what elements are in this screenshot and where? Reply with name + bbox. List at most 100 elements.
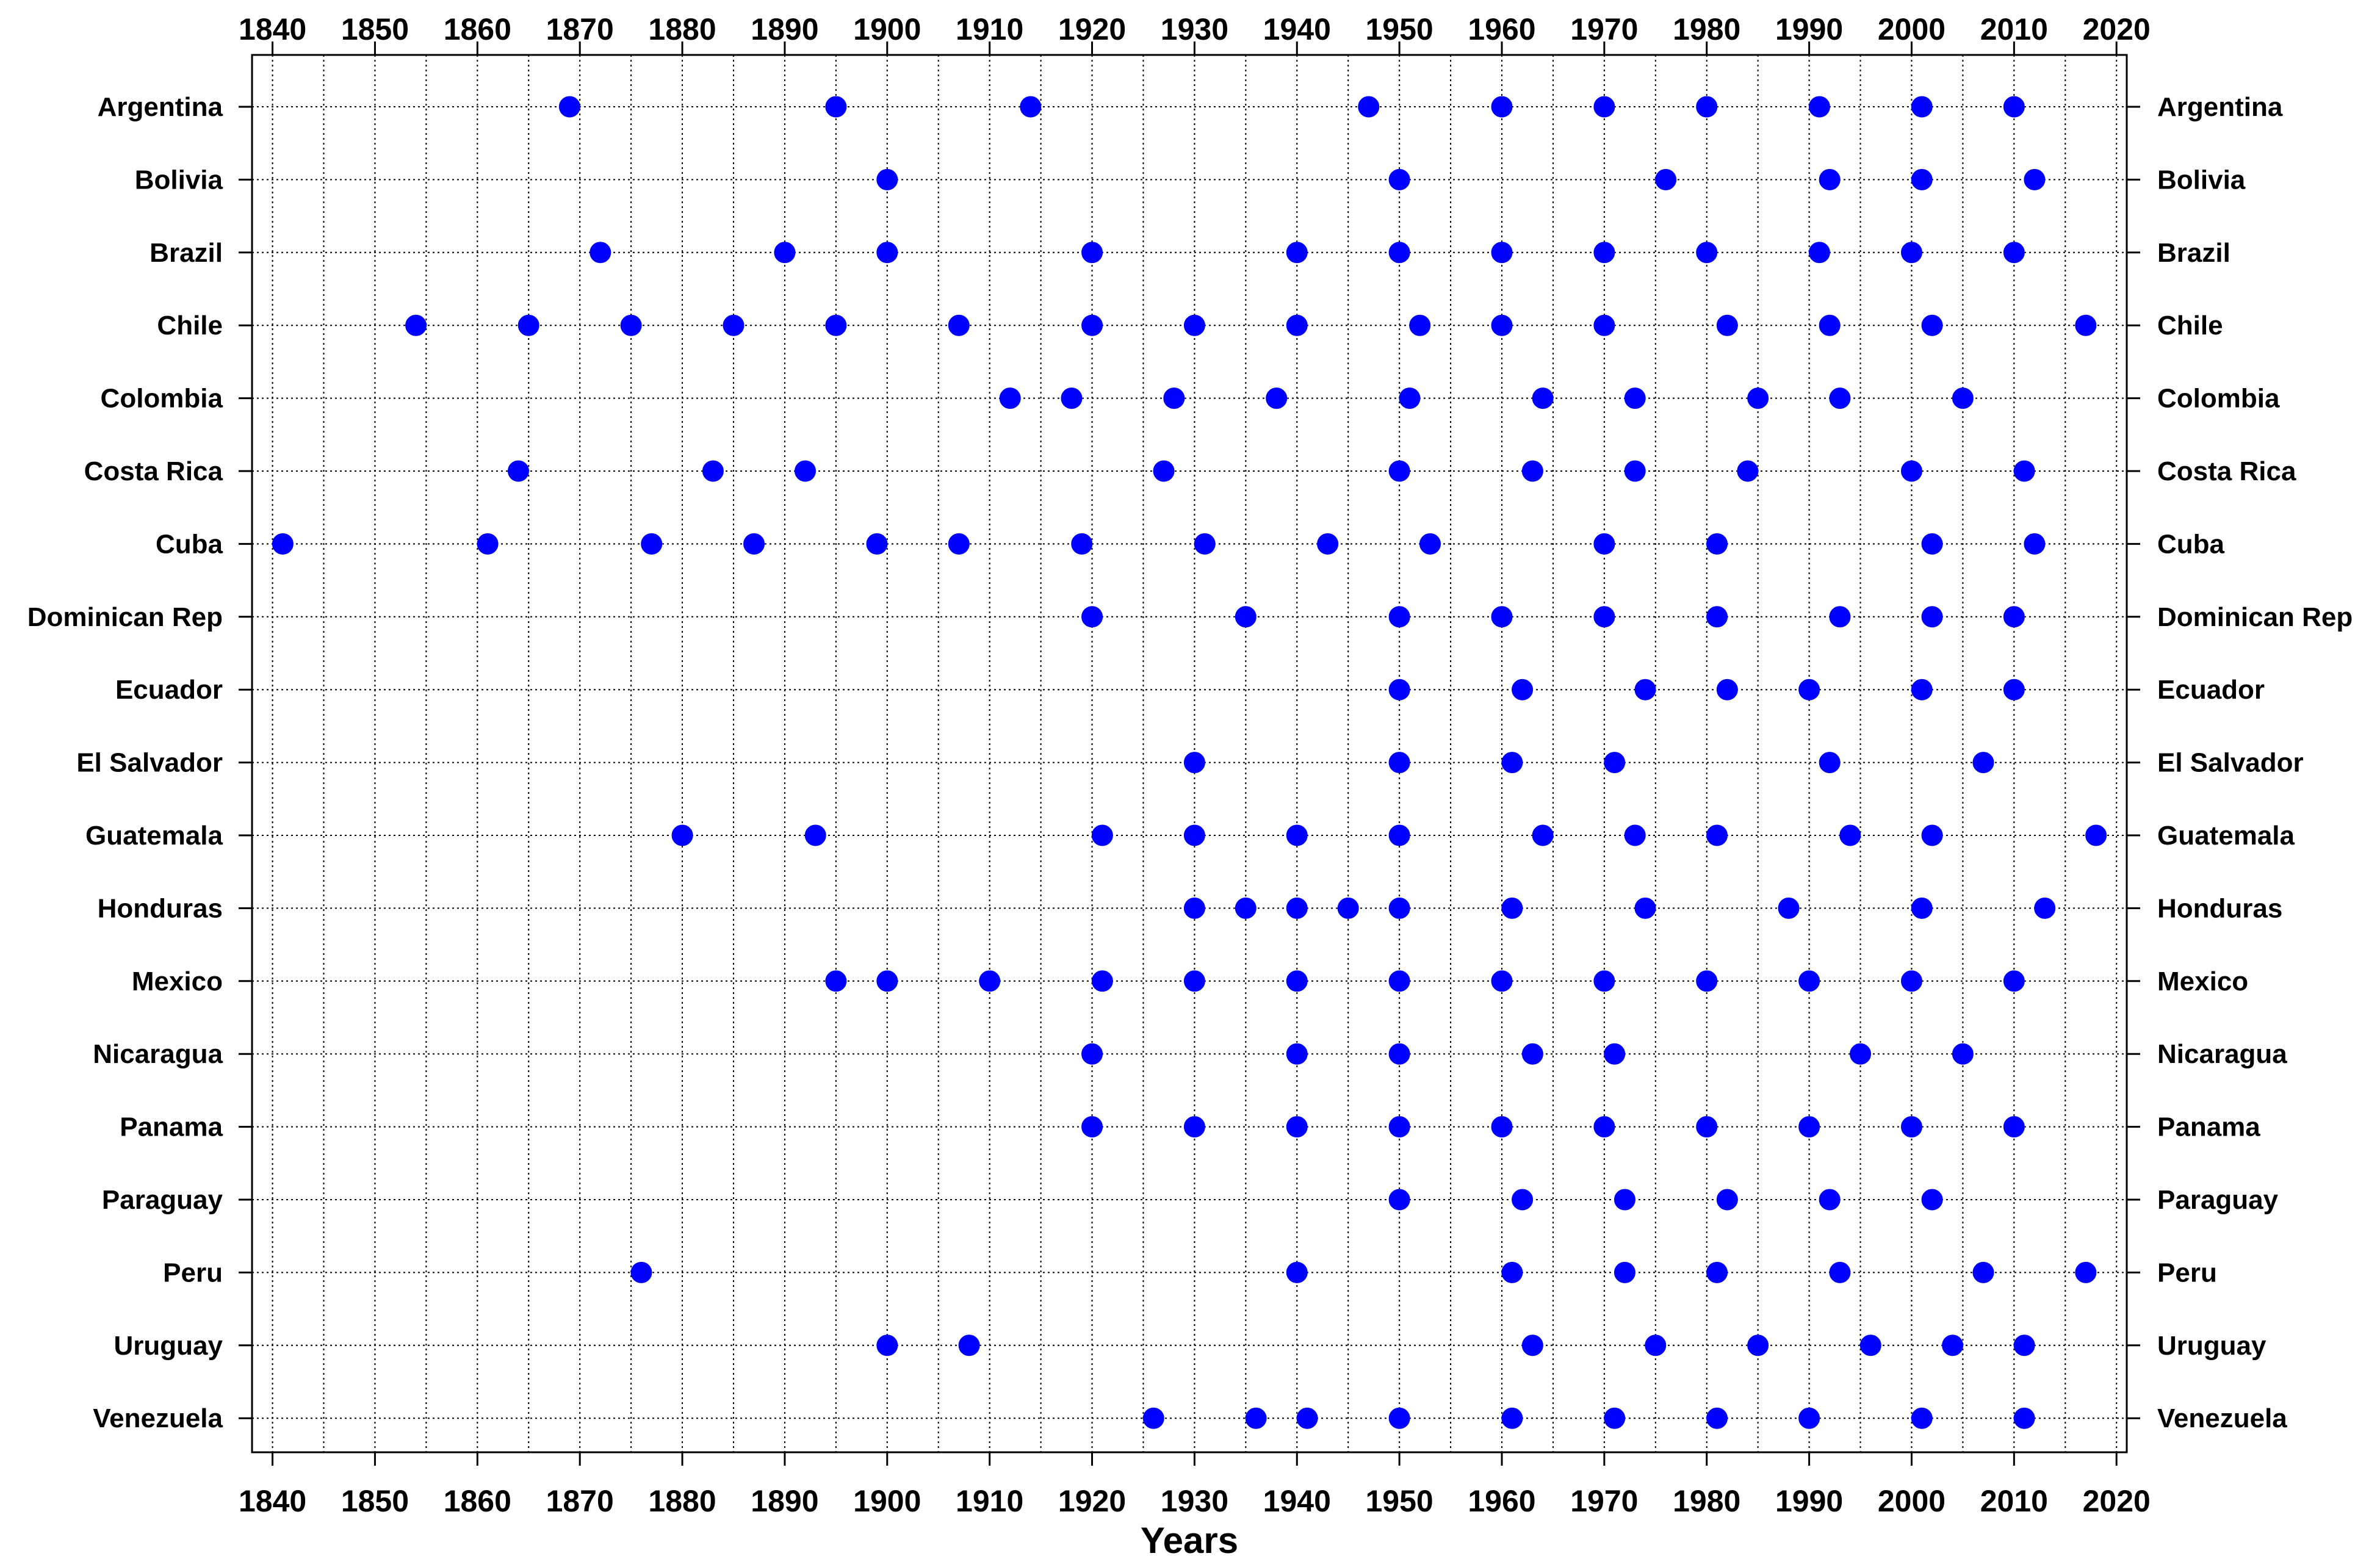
x-tick-label-top: 1960 (1468, 12, 1535, 46)
data-point (1911, 96, 1933, 118)
data-point (1296, 1407, 1318, 1429)
data-point (1808, 96, 1830, 118)
data-point (1604, 1043, 1626, 1065)
data-point (1163, 387, 1185, 409)
x-tick-label-bottom: 1870 (546, 1484, 614, 1518)
data-point (1778, 897, 1800, 919)
data-point (1245, 1407, 1267, 1429)
data-point (743, 533, 765, 555)
data-point (1696, 1116, 1718, 1138)
category-label-right: Costa Rica (2157, 456, 2296, 486)
data-point (590, 242, 611, 264)
data-point (1593, 970, 1615, 992)
data-point (405, 314, 427, 336)
data-point (507, 460, 529, 482)
data-point (1900, 1116, 1922, 1138)
category-label-left: Brazil (150, 238, 223, 268)
category-label-right: Peru (2157, 1258, 2217, 1288)
data-point (1512, 1189, 1534, 1211)
data-point (1183, 314, 1205, 336)
data-point (1235, 897, 1257, 919)
data-point (1604, 752, 1626, 774)
data-point (1286, 1261, 1308, 1283)
data-point (1829, 387, 1851, 409)
x-tick-label-top: 2010 (1980, 12, 2048, 46)
data-point (1911, 168, 1933, 190)
x-tick-label-top: 1990 (1775, 12, 1843, 46)
data-point (1286, 314, 1308, 336)
data-point (876, 242, 898, 264)
data-point (1716, 314, 1738, 336)
data-point (1521, 1043, 1543, 1065)
data-point (641, 533, 663, 555)
data-point (1798, 1407, 1820, 1429)
x-tick-label-top: 1880 (648, 12, 716, 46)
data-point (630, 1261, 652, 1283)
category-label-left: Venezuela (93, 1403, 223, 1433)
data-point (517, 314, 539, 336)
data-point (1911, 1407, 1933, 1429)
data-point (1235, 606, 1257, 628)
x-tick-label-bottom: 1890 (751, 1484, 818, 1518)
x-tick-label-bottom: 1850 (341, 1484, 409, 1518)
data-point (1419, 533, 1441, 555)
x-tick-label-bottom: 1840 (239, 1484, 306, 1518)
data-point (794, 460, 816, 482)
data-point (2003, 96, 2025, 118)
data-point (1706, 1407, 1728, 1429)
data-point (1900, 460, 1922, 482)
data-point (723, 314, 745, 336)
x-tick-label-bottom: 1920 (1058, 1484, 1126, 1518)
plot-frame (251, 54, 2128, 1453)
data-point (1634, 679, 1656, 701)
data-point (1409, 314, 1431, 336)
data-point (2013, 1407, 2035, 1429)
data-point (1388, 897, 1410, 919)
x-tick-label-bottom: 1860 (444, 1484, 511, 1518)
data-point (1952, 1043, 1974, 1065)
category-label-left: Cuba (156, 529, 223, 559)
category-label-left: Colombia (101, 384, 223, 414)
data-point (1921, 1189, 1943, 1211)
data-point (1020, 96, 1042, 118)
data-point (1624, 824, 1646, 846)
data-point (1183, 752, 1205, 774)
data-point (1501, 1261, 1523, 1283)
category-label-right: Nicaragua (2157, 1039, 2287, 1069)
data-point (558, 96, 580, 118)
x-tick-label-top: 1870 (546, 12, 614, 46)
data-point (1859, 1334, 1881, 1356)
data-point (1521, 1334, 1543, 1356)
data-point (1142, 1407, 1164, 1429)
data-point (1286, 970, 1308, 992)
x-tick-label-top: 1970 (1570, 12, 1638, 46)
data-point (1071, 533, 1093, 555)
data-point (1491, 1116, 1513, 1138)
data-point (1706, 1261, 1728, 1283)
category-label-left: Nicaragua (93, 1039, 223, 1069)
data-point (1521, 460, 1543, 482)
data-point (1501, 752, 1523, 774)
category-label-right: Venezuela (2157, 1403, 2287, 1433)
data-point (1286, 897, 1308, 919)
data-point (1624, 460, 1646, 482)
x-tick-label-bottom: 1990 (1775, 1484, 1843, 1518)
x-tick-label-bottom: 2010 (1980, 1484, 2048, 1518)
data-point (1808, 242, 1830, 264)
x-tick-label-bottom: 1880 (648, 1484, 716, 1518)
data-point (1839, 824, 1861, 846)
data-point (2034, 897, 2056, 919)
category-label-right: Uruguay (2157, 1331, 2266, 1361)
x-tick-label-top: 1850 (341, 12, 409, 46)
data-point (2024, 168, 2046, 190)
data-point (2013, 1334, 2035, 1356)
data-point (1614, 1189, 1635, 1211)
data-point (1819, 1189, 1841, 1211)
category-label-right: Argentina (2157, 92, 2283, 122)
data-point (1081, 606, 1103, 628)
category-label-right: Paraguay (2157, 1185, 2279, 1215)
x-tick-label-bottom: 1970 (1570, 1484, 1638, 1518)
data-point (1388, 970, 1410, 992)
category-label-left: Dominican Rep (27, 602, 223, 632)
data-point (1266, 387, 1288, 409)
